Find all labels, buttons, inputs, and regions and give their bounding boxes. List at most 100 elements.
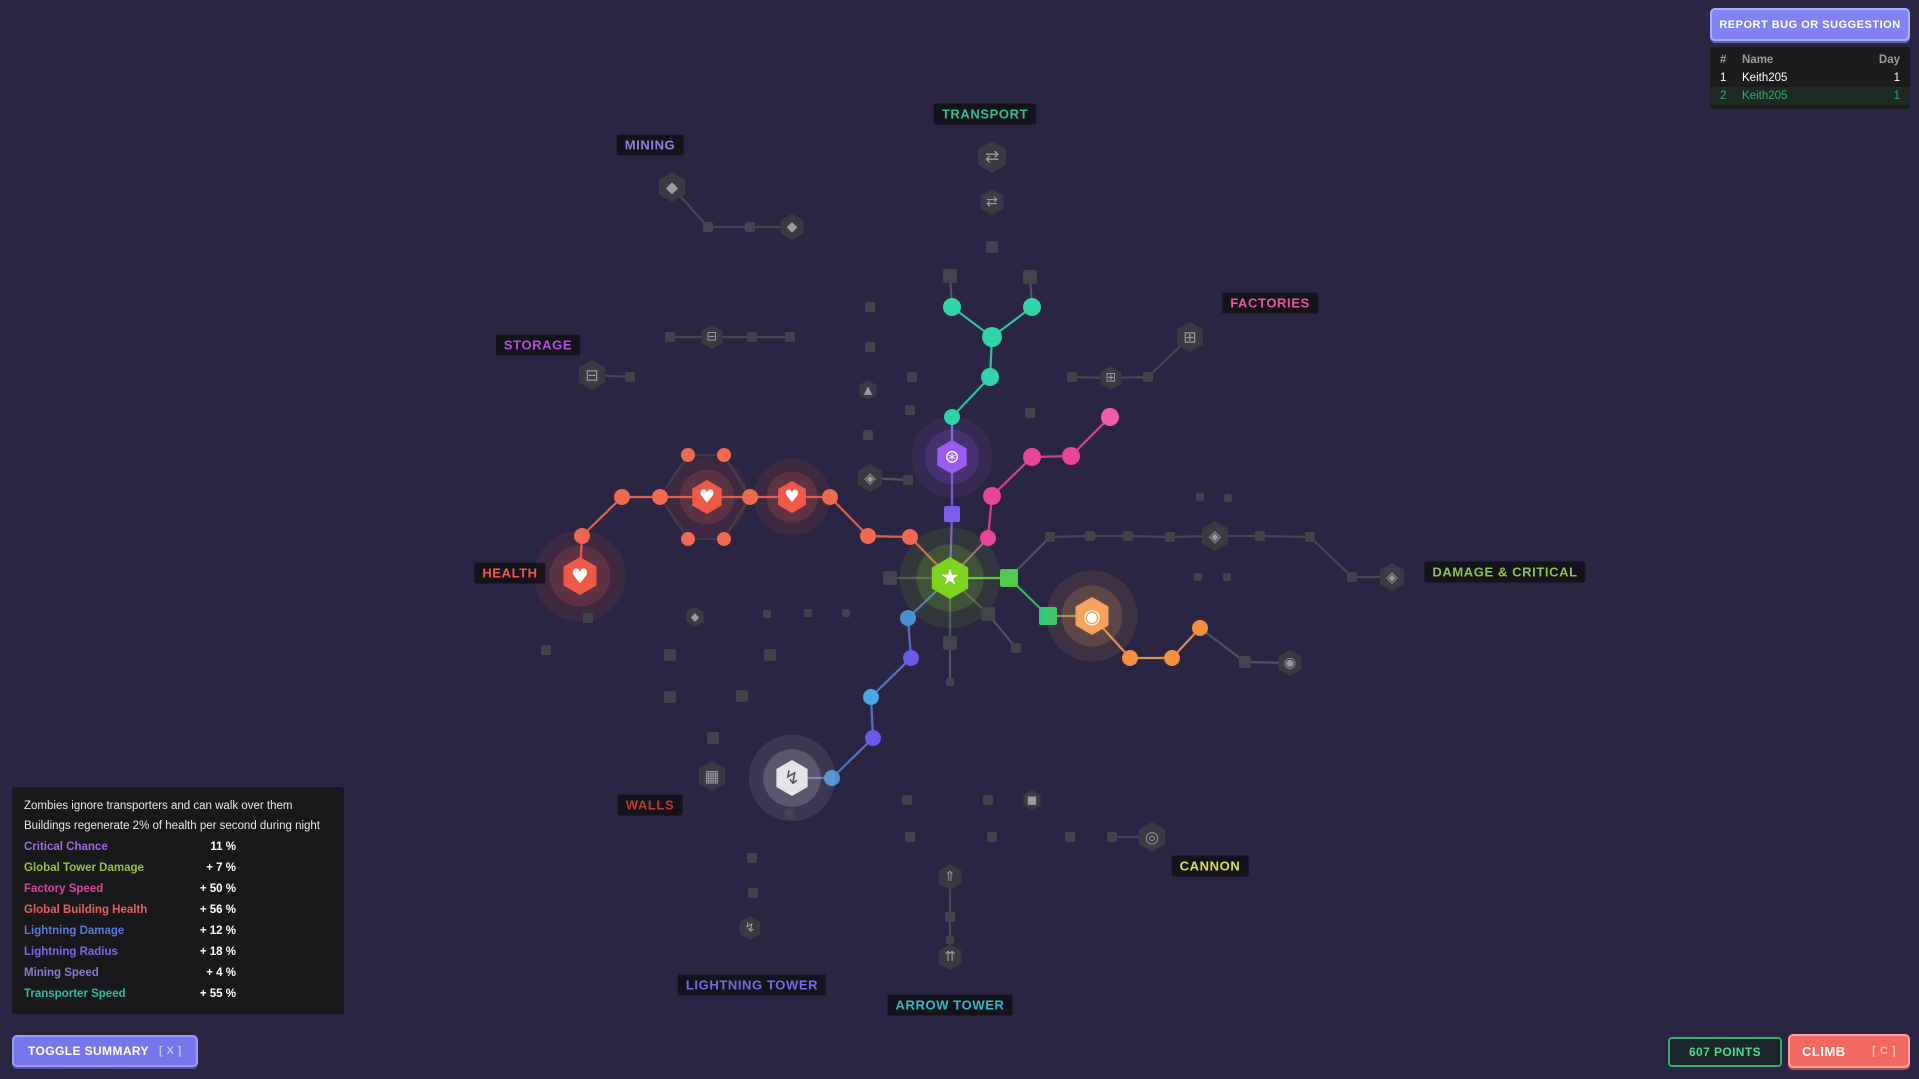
skill-node-AG4[interactable] [905,832,915,842]
skill-node-B1[interactable] [900,610,916,626]
skill-node-UL2[interactable]: ◈ [857,464,883,492]
skill-node-H9[interactable] [574,528,590,544]
skill-node-DR2[interactable] [1011,643,1021,653]
skill-node-WI[interactable]: ▦ [699,761,725,791]
skill-node-SS2[interactable] [665,332,675,342]
skill-node-CI[interactable]: ◎ [1139,822,1165,852]
skill-node-B4[interactable] [865,730,881,746]
skill-node-P2[interactable]: ⊛ [911,416,993,498]
skill-node-H4[interactable]: ♥ [753,458,831,536]
skill-node-T3[interactable] [982,327,1002,347]
skill-node-UL4[interactable] [863,430,873,440]
skill-node-FS3[interactable] [1025,408,1035,418]
skill-node-H8[interactable] [614,489,630,505]
skill-node-DR1[interactable] [981,607,995,621]
skill-node-LB1[interactable] [583,613,593,623]
skill-node-LB3[interactable]: ◆ [686,607,704,627]
skill-node-GT3[interactable] [986,241,998,253]
skill-node-BG1[interactable] [865,302,875,312]
skill-node-CG1[interactable] [1065,832,1075,842]
skill-node-RS4[interactable] [1223,573,1231,581]
skill-node-GO5[interactable] [1239,656,1251,668]
points-button[interactable]: 607 POINTS [1668,1037,1782,1067]
skill-node-GT1[interactable]: ⇄ [978,141,1006,173]
skill-node-RR6[interactable] [1305,532,1315,542]
skill-node-AI2[interactable]: ⇈ [938,944,962,970]
skill-node-T4[interactable] [943,298,961,316]
skill-node-H3[interactable] [822,489,838,505]
skill-node-LB2[interactable] [541,645,551,655]
skill-node-DG2[interactable] [946,678,954,686]
skill-node-AG2[interactable] [983,795,993,805]
skill-node-RR5[interactable] [1255,531,1265,541]
skill-node-MI1[interactable]: ◆ [659,172,685,202]
skill-node-WG3[interactable] [664,691,676,703]
skill-node-RR4[interactable] [1165,532,1175,542]
skill-node-AG6[interactable] [945,912,955,922]
skill-node-AG1[interactable] [902,795,912,805]
skill-node-BG2[interactable] [865,342,875,352]
skill-node-RS1[interactable] [1196,493,1204,501]
skill-node-M5[interactable] [1101,408,1119,426]
skill-node-RR7[interactable] [1347,572,1357,582]
skill-node-O4[interactable] [1192,620,1208,636]
skill-node-T5[interactable] [1023,298,1041,316]
skill-node-R2[interactable] [717,448,731,462]
skill-node-MS1[interactable] [703,222,713,232]
skill-node-WI2[interactable]: ↯ [739,916,761,940]
skill-node-GO6[interactable]: ◉ [1278,650,1302,676]
skill-node-C0[interactable]: ★ [899,527,1001,629]
skill-node-WG8[interactable] [748,888,758,898]
skill-node-R4[interactable] [717,532,731,546]
skill-node-O1[interactable]: ◉ [1046,570,1138,662]
skill-node-RS2[interactable] [1224,494,1232,502]
skill-node-AG5[interactable] [987,832,997,842]
skill-node-G2[interactable] [1039,607,1057,625]
skill-node-F1[interactable]: ⊞ [1177,322,1203,352]
skill-node-L1[interactable] [883,571,897,585]
skill-node-M2[interactable] [983,487,1001,505]
skill-node-B2[interactable] [903,650,919,666]
skill-node-AI1[interactable]: ⇑ [938,864,962,890]
skill-node-WG2[interactable] [764,649,776,661]
skill-node-BG3[interactable]: ▲ [859,380,877,400]
report-bug-button[interactable]: REPORT BUG OR SUGGESTION [1710,8,1910,41]
skill-node-WG5[interactable] [707,732,719,744]
skill-node-MI2[interactable]: ◆ [780,214,804,240]
skill-node-H5[interactable] [742,489,758,505]
skill-node-LB6[interactable] [842,609,850,617]
skill-node-WG6[interactable] [785,809,795,819]
skill-node-ST1[interactable]: ⊟ [579,360,605,390]
skill-node-WH[interactable]: ↯ [748,734,836,822]
skill-node-CG2[interactable] [1107,832,1117,842]
skill-node-RD1[interactable]: ◈ [1202,521,1228,551]
skill-node-H7[interactable] [652,489,668,505]
skill-node-B5[interactable] [824,770,840,786]
skill-node-SS4[interactable] [785,332,795,342]
skill-node-M4[interactable] [1062,447,1080,465]
skill-node-RS3[interactable] [1194,573,1202,581]
skill-node-WG1[interactable] [664,649,676,661]
skill-node-H2[interactable] [860,528,876,544]
skill-node-GT5[interactable] [1023,270,1037,284]
skill-node-WG4[interactable] [736,690,748,702]
skill-node-H10[interactable]: ♥ [534,530,626,622]
skill-node-T1[interactable] [944,409,960,425]
skill-node-R1[interactable] [681,448,695,462]
skill-node-LB5[interactable] [804,609,812,617]
skill-node-G1[interactable] [1000,569,1018,587]
skill-node-R3[interactable] [681,532,695,546]
skill-node-AG3[interactable]: ■ [1023,790,1041,810]
skill-node-RR2[interactable] [1085,531,1095,541]
skill-node-H1[interactable] [902,529,918,545]
climb-button[interactable]: CLIMB [ C ] [1788,1034,1910,1068]
skill-node-H6[interactable]: ♥ [666,456,748,538]
skill-node-SS1[interactable] [625,372,635,382]
toggle-summary-button[interactable]: TOGGLE SUMMARY [ X ] [12,1035,198,1067]
skill-node-P1[interactable] [944,506,960,522]
skill-node-F2[interactable]: ⊞ [1100,366,1122,390]
skill-node-FS2[interactable] [1143,372,1153,382]
skill-node-RR3[interactable] [1123,531,1133,541]
skill-node-AG7[interactable] [946,936,954,944]
skill-node-LB4[interactable] [763,610,771,618]
